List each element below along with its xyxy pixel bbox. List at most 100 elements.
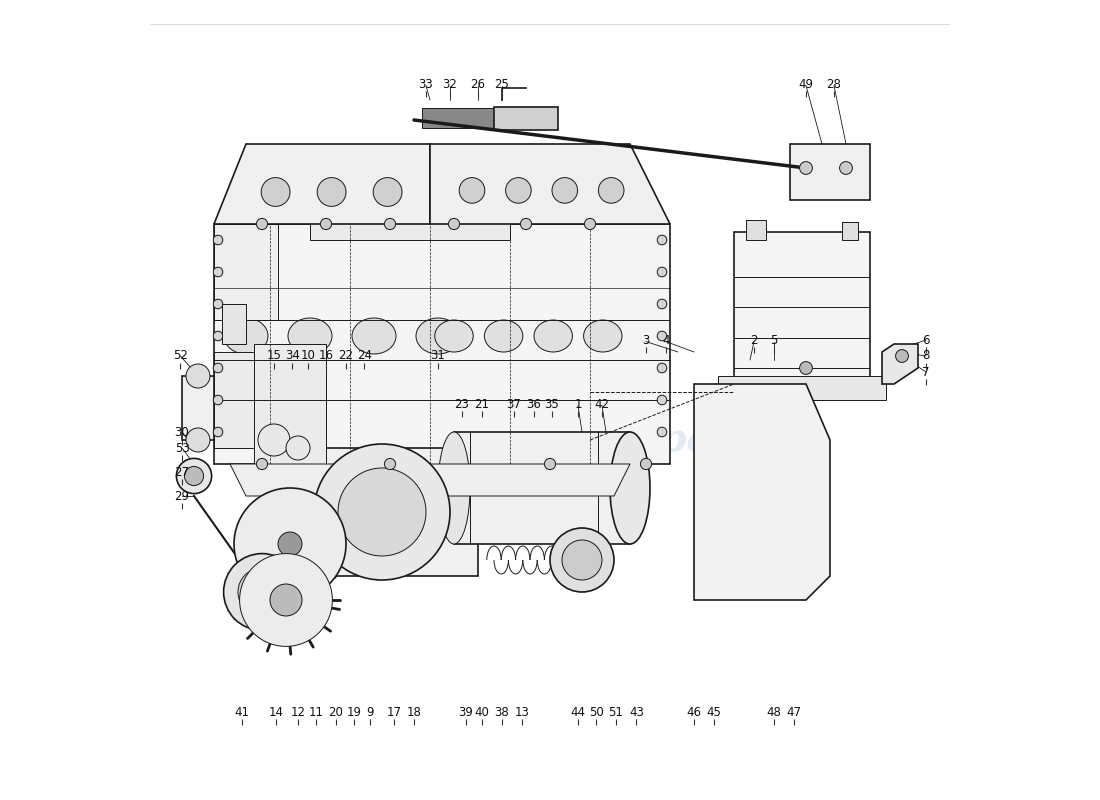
- Circle shape: [839, 162, 853, 174]
- Text: 5: 5: [770, 334, 778, 346]
- Circle shape: [506, 178, 531, 203]
- Text: 21: 21: [474, 398, 490, 410]
- Polygon shape: [430, 144, 670, 224]
- Polygon shape: [230, 464, 630, 496]
- Circle shape: [213, 395, 223, 405]
- Bar: [254, 164, 298, 216]
- Text: 38: 38: [495, 706, 509, 718]
- Text: 39: 39: [459, 706, 473, 718]
- Circle shape: [176, 458, 211, 494]
- Text: 12: 12: [290, 706, 306, 718]
- Text: 23: 23: [454, 398, 470, 410]
- Text: 20: 20: [328, 706, 343, 718]
- Circle shape: [550, 528, 614, 592]
- Circle shape: [800, 162, 813, 174]
- Circle shape: [256, 458, 267, 470]
- Bar: [734, 232, 870, 384]
- Bar: [422, 108, 502, 128]
- Polygon shape: [214, 144, 430, 224]
- Text: 1: 1: [574, 398, 582, 410]
- Ellipse shape: [330, 464, 442, 560]
- Circle shape: [384, 218, 396, 230]
- Circle shape: [640, 458, 651, 470]
- Circle shape: [800, 362, 813, 374]
- Circle shape: [238, 568, 286, 616]
- Ellipse shape: [224, 318, 268, 354]
- Bar: [310, 208, 510, 240]
- Bar: [254, 344, 326, 464]
- Circle shape: [384, 458, 396, 470]
- Circle shape: [657, 427, 667, 437]
- Bar: [593, 164, 629, 216]
- Circle shape: [449, 218, 460, 230]
- Text: 29: 29: [175, 490, 189, 502]
- Circle shape: [657, 267, 667, 277]
- Text: 27: 27: [175, 466, 189, 478]
- Text: 53: 53: [175, 442, 189, 454]
- Circle shape: [185, 466, 204, 486]
- Text: 45: 45: [706, 706, 722, 718]
- Text: 42: 42: [594, 398, 609, 410]
- Text: 33: 33: [419, 78, 433, 90]
- Circle shape: [186, 364, 210, 388]
- Circle shape: [270, 584, 302, 616]
- Bar: [310, 164, 354, 216]
- Text: 34: 34: [285, 350, 300, 362]
- Bar: [746, 220, 766, 240]
- Circle shape: [895, 350, 909, 362]
- Text: 41: 41: [234, 706, 250, 718]
- Bar: [366, 164, 410, 216]
- Text: 7: 7: [922, 366, 930, 378]
- Text: 15: 15: [266, 350, 282, 362]
- Bar: [182, 376, 214, 440]
- Text: 4: 4: [662, 334, 670, 346]
- Text: 32: 32: [442, 78, 458, 90]
- Circle shape: [213, 363, 223, 373]
- Ellipse shape: [434, 320, 473, 352]
- Polygon shape: [222, 304, 246, 344]
- Text: 47: 47: [786, 706, 802, 718]
- Ellipse shape: [438, 432, 470, 544]
- Text: 10: 10: [301, 350, 316, 362]
- Circle shape: [240, 554, 332, 646]
- Text: 44: 44: [571, 706, 585, 718]
- Ellipse shape: [352, 318, 396, 354]
- Circle shape: [338, 468, 426, 556]
- Text: 50: 50: [588, 706, 604, 718]
- Bar: [547, 164, 583, 216]
- Ellipse shape: [584, 320, 621, 352]
- Circle shape: [213, 235, 223, 245]
- Circle shape: [213, 299, 223, 309]
- Polygon shape: [694, 384, 830, 600]
- Text: 31: 31: [430, 350, 446, 362]
- Text: 46: 46: [686, 706, 702, 718]
- Circle shape: [223, 554, 300, 630]
- Circle shape: [234, 488, 346, 600]
- Text: 37: 37: [507, 398, 521, 410]
- Circle shape: [657, 331, 667, 341]
- Circle shape: [544, 458, 556, 470]
- Text: 16: 16: [319, 350, 333, 362]
- Circle shape: [314, 444, 450, 580]
- Bar: [454, 164, 490, 216]
- Text: 8: 8: [922, 350, 930, 362]
- Circle shape: [520, 218, 531, 230]
- Bar: [790, 368, 822, 400]
- Bar: [214, 224, 278, 320]
- Bar: [214, 224, 670, 464]
- Text: 9: 9: [366, 706, 374, 718]
- Circle shape: [258, 424, 290, 456]
- Text: 24: 24: [356, 350, 372, 362]
- Text: 2: 2: [750, 334, 758, 346]
- Bar: [454, 432, 630, 544]
- Bar: [214, 352, 262, 448]
- Bar: [318, 448, 478, 576]
- Bar: [790, 144, 870, 200]
- Circle shape: [317, 178, 346, 206]
- Circle shape: [320, 218, 331, 230]
- Text: 36: 36: [527, 398, 541, 410]
- Ellipse shape: [484, 320, 522, 352]
- Text: 14: 14: [268, 706, 284, 718]
- Circle shape: [598, 178, 624, 203]
- Ellipse shape: [416, 318, 460, 354]
